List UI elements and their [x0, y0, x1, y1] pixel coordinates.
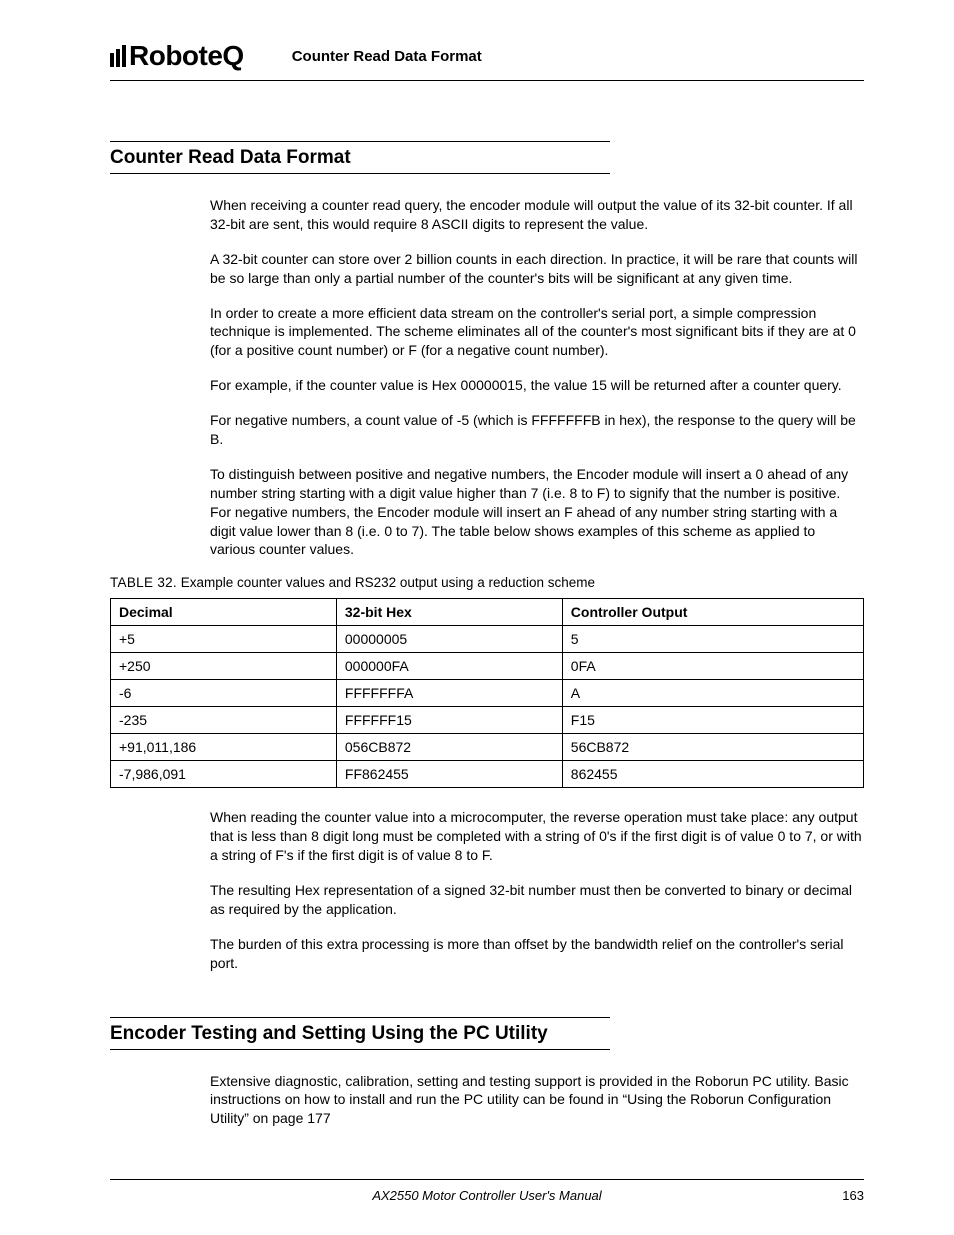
col-hex: 32-bit Hex: [336, 599, 562, 626]
col-output: Controller Output: [562, 599, 863, 626]
paragraph: In order to create a more efficient data…: [210, 304, 864, 361]
paragraph: When receiving a counter read query, the…: [210, 196, 864, 234]
cell: 000000FA: [336, 653, 562, 680]
cell: +250: [111, 653, 337, 680]
cell: 862455: [562, 761, 863, 788]
table-row: +250 000000FA 0FA: [111, 653, 864, 680]
table-row: +5 00000005 5: [111, 626, 864, 653]
cell: A: [562, 680, 863, 707]
counter-values-table: Decimal 32-bit Hex Controller Output +5 …: [110, 598, 864, 788]
table-body: +5 00000005 5 +250 000000FA 0FA -6 FFFFF…: [111, 626, 864, 788]
cell: -235: [111, 707, 337, 734]
section1-body: When receiving a counter read query, the…: [210, 196, 864, 559]
paragraph: To distinguish between positive and nega…: [210, 465, 864, 559]
col-decimal: Decimal: [111, 599, 337, 626]
paragraph: The resulting Hex representation of a si…: [210, 881, 864, 919]
paragraph: For example, if the counter value is Hex…: [210, 376, 864, 395]
footer-page-number: 163: [804, 1188, 864, 1203]
table-caption: TABLE 32. Example counter values and RS2…: [110, 575, 864, 590]
paragraph: A 32-bit counter can store over 2 billio…: [210, 250, 864, 288]
cell: 56CB872: [562, 734, 863, 761]
running-title: Counter Read Data Format: [292, 48, 482, 65]
table-row: -7,986,091 FF862455 862455: [111, 761, 864, 788]
table-row: -6 FFFFFFFA A: [111, 680, 864, 707]
cell: 00000005: [336, 626, 562, 653]
table-row: +91,011,186 056CB872 56CB872: [111, 734, 864, 761]
table-label: TABLE 32.: [110, 575, 177, 590]
section-heading-encoder-testing: Encoder Testing and Setting Using the PC…: [110, 1017, 610, 1050]
paragraph: When reading the counter value into a mi…: [210, 808, 864, 865]
paragraph: The burden of this extra processing is m…: [210, 935, 864, 973]
cell: FFFFFFFA: [336, 680, 562, 707]
logo-text: RoboteQ: [129, 40, 244, 72]
section-heading-counter-read: Counter Read Data Format: [110, 141, 610, 174]
logo-bars-icon: [110, 45, 126, 67]
cell: 0FA: [562, 653, 863, 680]
cell: FFFFFF15: [336, 707, 562, 734]
footer-spacer: [110, 1188, 170, 1203]
cell: F15: [562, 707, 863, 734]
cell: -6: [111, 680, 337, 707]
logo: RoboteQ: [110, 40, 244, 72]
cell: 056CB872: [336, 734, 562, 761]
paragraph: For negative numbers, a count value of -…: [210, 411, 864, 449]
page-footer: AX2550 Motor Controller User's Manual 16…: [110, 1179, 864, 1203]
table-header-row: Decimal 32-bit Hex Controller Output: [111, 599, 864, 626]
page-header: RoboteQ Counter Read Data Format: [110, 40, 864, 81]
footer-doc-title: AX2550 Motor Controller User's Manual: [170, 1188, 804, 1203]
cell: FF862455: [336, 761, 562, 788]
table-row: -235 FFFFFF15 F15: [111, 707, 864, 734]
cell: +91,011,186: [111, 734, 337, 761]
after-table-body: When reading the counter value into a mi…: [210, 808, 864, 972]
table-caption-text: Example counter values and RS232 output …: [181, 575, 595, 590]
cell: -7,986,091: [111, 761, 337, 788]
cell: +5: [111, 626, 337, 653]
cell: 5: [562, 626, 863, 653]
paragraph: Extensive diagnostic, calibration, setti…: [210, 1072, 864, 1129]
section2-body: Extensive diagnostic, calibration, setti…: [210, 1072, 864, 1129]
